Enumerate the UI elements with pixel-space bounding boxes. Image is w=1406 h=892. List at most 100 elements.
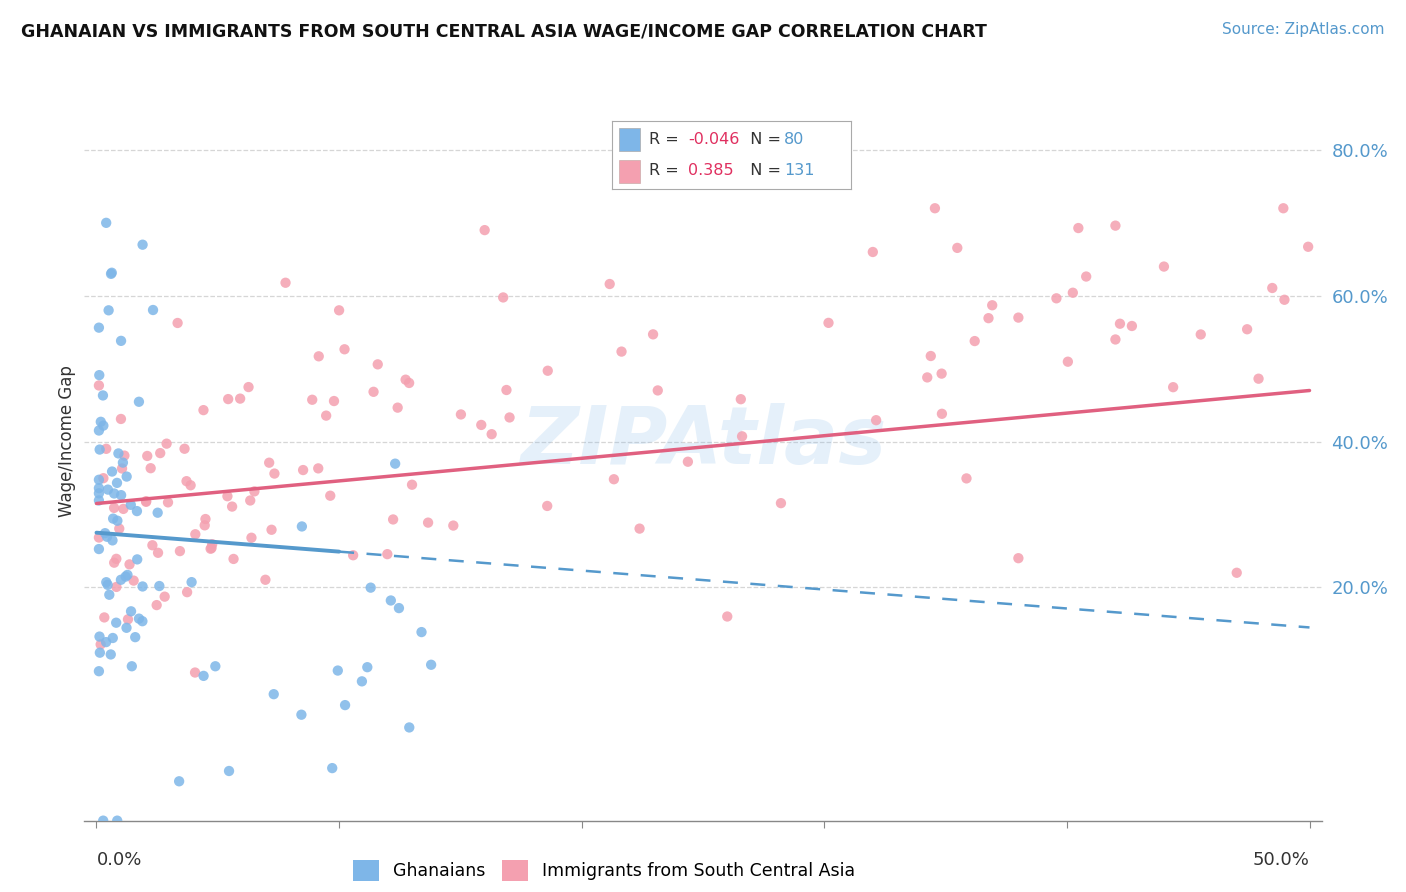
Point bbox=[537, 364, 560, 378]
Point bbox=[89, 646, 111, 660]
FancyBboxPatch shape bbox=[619, 128, 640, 151]
Point bbox=[1261, 281, 1284, 295]
Point bbox=[218, 764, 240, 778]
Point bbox=[101, 511, 124, 525]
Point bbox=[194, 512, 217, 526]
Point bbox=[100, 648, 122, 662]
Point bbox=[141, 538, 163, 552]
Point bbox=[146, 506, 169, 520]
Point bbox=[647, 384, 669, 398]
Point bbox=[93, 471, 115, 485]
Point bbox=[114, 569, 136, 583]
Point bbox=[100, 266, 122, 280]
Point bbox=[120, 604, 142, 618]
Point bbox=[87, 486, 110, 500]
Point bbox=[416, 516, 439, 530]
Legend: Ghanaians, Immigrants from South Central Asia: Ghanaians, Immigrants from South Central… bbox=[346, 853, 862, 888]
Point bbox=[176, 474, 198, 488]
Point bbox=[103, 500, 125, 515]
Point bbox=[122, 574, 145, 588]
Point bbox=[87, 531, 110, 545]
Point bbox=[89, 368, 111, 383]
Point bbox=[87, 493, 110, 508]
FancyBboxPatch shape bbox=[619, 160, 640, 183]
Point bbox=[401, 477, 423, 491]
Point bbox=[238, 380, 260, 394]
Point bbox=[420, 657, 443, 672]
Point bbox=[115, 621, 138, 635]
Point bbox=[117, 568, 139, 582]
Point bbox=[321, 761, 343, 775]
Point bbox=[955, 471, 977, 485]
Point bbox=[398, 376, 420, 390]
Point bbox=[1057, 354, 1080, 368]
Point bbox=[599, 277, 621, 291]
Point bbox=[395, 373, 418, 387]
Point bbox=[243, 484, 266, 499]
Text: R =: R = bbox=[648, 132, 683, 147]
Point bbox=[97, 483, 120, 497]
Text: R =: R = bbox=[648, 163, 683, 178]
Point bbox=[769, 496, 792, 510]
Point bbox=[1272, 201, 1295, 215]
Point bbox=[103, 556, 125, 570]
Point bbox=[200, 541, 222, 555]
Text: N =: N = bbox=[740, 163, 786, 178]
Point bbox=[193, 669, 215, 683]
Point bbox=[221, 500, 243, 514]
Point bbox=[239, 493, 262, 508]
Point bbox=[931, 367, 953, 381]
Point bbox=[375, 547, 398, 561]
Point bbox=[135, 495, 157, 509]
Point bbox=[536, 499, 558, 513]
Point bbox=[388, 601, 411, 615]
Point bbox=[315, 409, 337, 423]
Point bbox=[380, 593, 402, 607]
Point bbox=[981, 298, 1004, 312]
Point bbox=[924, 201, 946, 215]
Point bbox=[153, 590, 176, 604]
Point bbox=[610, 344, 633, 359]
Point bbox=[131, 579, 153, 593]
Point bbox=[94, 635, 117, 649]
Point bbox=[387, 401, 409, 415]
Point bbox=[93, 610, 115, 624]
Point bbox=[1062, 285, 1084, 300]
Point bbox=[110, 573, 132, 587]
Point bbox=[229, 392, 252, 406]
Point bbox=[333, 343, 356, 357]
Point bbox=[121, 659, 143, 673]
Point bbox=[333, 698, 356, 712]
Text: N =: N = bbox=[740, 132, 786, 147]
Point bbox=[93, 418, 115, 433]
Point bbox=[1067, 221, 1090, 235]
Point bbox=[96, 530, 118, 544]
Point bbox=[180, 575, 202, 590]
Text: -0.046: -0.046 bbox=[689, 132, 740, 147]
Point bbox=[915, 370, 938, 384]
Point bbox=[110, 412, 132, 426]
Text: 0.385: 0.385 bbox=[689, 163, 734, 178]
Point bbox=[326, 664, 349, 678]
Point bbox=[1007, 551, 1029, 566]
Point bbox=[1274, 293, 1296, 307]
Point bbox=[105, 514, 128, 528]
Point bbox=[87, 320, 110, 334]
Point bbox=[308, 349, 330, 363]
Point bbox=[398, 721, 420, 735]
Point bbox=[101, 533, 124, 548]
Point bbox=[1104, 333, 1126, 347]
Point bbox=[731, 429, 754, 443]
Point bbox=[105, 615, 128, 630]
Point bbox=[103, 486, 125, 500]
Point bbox=[360, 581, 382, 595]
Point bbox=[1076, 269, 1098, 284]
Point bbox=[118, 558, 141, 572]
Point bbox=[131, 614, 153, 628]
Point bbox=[862, 244, 884, 259]
Point bbox=[450, 408, 472, 422]
Point bbox=[167, 774, 190, 789]
Point bbox=[292, 463, 315, 477]
Point bbox=[146, 546, 169, 560]
Point bbox=[263, 687, 285, 701]
